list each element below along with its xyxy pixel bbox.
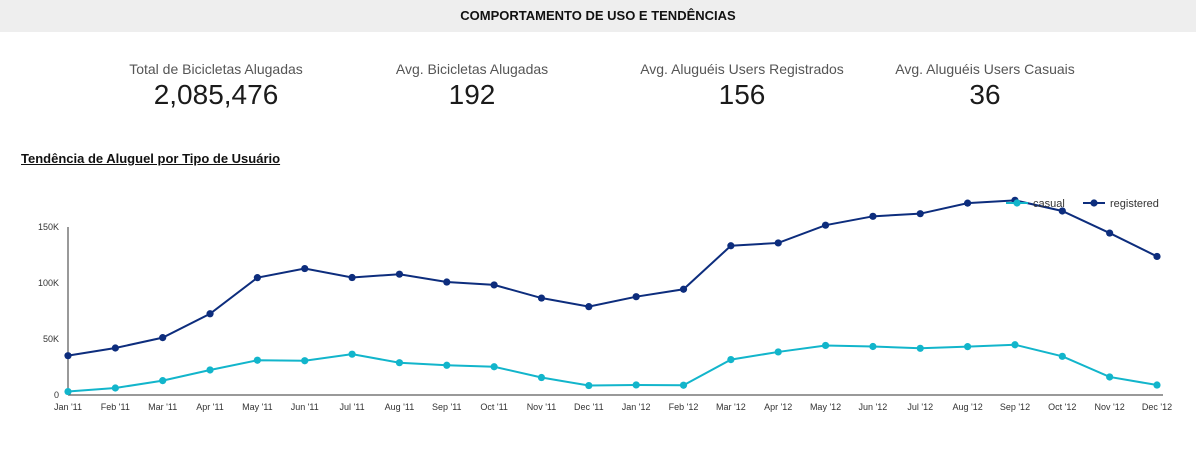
x-tick-label: Aug '12 [952, 402, 982, 412]
series-line-registered [67, 199, 1158, 357]
data-point-casual [159, 377, 167, 385]
data-point-registered [253, 274, 261, 282]
data-point-registered [964, 199, 972, 207]
x-tick-label: Feb '11 [101, 402, 130, 412]
series-line-casual [67, 343, 1158, 393]
x-tick-label: Nov '12 [1095, 402, 1125, 412]
data-point-registered [159, 334, 167, 342]
kpi-label: Avg. Aluguéis Users Registrados [640, 61, 844, 77]
y-tick-label: 50K [43, 334, 59, 344]
data-point-casual [679, 381, 688, 389]
x-tick-label: Jan '11 [54, 402, 82, 412]
data-point-casual [1106, 373, 1114, 381]
data-point-casual [1011, 341, 1019, 349]
data-point-registered [537, 294, 546, 302]
data-point-casual [348, 350, 356, 358]
x-tick-label: Jan '12 [622, 402, 651, 412]
data-point-registered [869, 212, 877, 220]
x-tick-label: Jun '11 [291, 402, 319, 412]
x-tick-label: Jul '11 [340, 402, 365, 412]
data-point-registered [64, 352, 72, 360]
kpi-value: 156 [718, 79, 766, 110]
x-tick-label: Apr '12 [764, 402, 792, 412]
x-tick-label: Dec '12 [1142, 402, 1172, 412]
kpi-total-rentals: Total de Bicicletas Alugadas 2,085,476 [86, 61, 346, 111]
data-point-casual [916, 344, 924, 352]
y-tick-label: 100K [38, 278, 59, 288]
data-point-registered [490, 281, 498, 289]
x-tick-label: Aug '11 [385, 402, 415, 412]
kpi-avg-rentals: Avg. Bicicletas Alugadas 192 [342, 61, 602, 111]
x-tick-label: Sep '12 [1000, 402, 1030, 412]
data-point-casual [632, 381, 640, 389]
data-point-registered [1106, 229, 1114, 237]
data-point-registered [443, 278, 451, 286]
data-point-casual [206, 366, 214, 374]
legend-swatch-marker [1013, 199, 1021, 207]
x-tick-label: Nov '11 [527, 402, 557, 412]
legend-swatch-marker [1090, 199, 1098, 207]
data-point-registered [1058, 207, 1066, 215]
data-point-casual [869, 342, 877, 351]
kpi-label: Avg. Aluguéis Users Casuais [895, 61, 1075, 77]
data-point-registered [206, 310, 214, 318]
kpi-label: Total de Bicicletas Alugadas [129, 61, 303, 77]
data-point-registered [348, 273, 356, 282]
data-point-casual [395, 359, 404, 367]
x-tick-label: Oct '11 [480, 402, 508, 412]
kpi-label: Avg. Bicicletas Alugadas [395, 61, 549, 77]
data-point-registered [916, 210, 924, 218]
data-point-casual [774, 348, 782, 356]
data-point-casual [443, 361, 451, 369]
data-point-casual [727, 355, 735, 364]
data-point-casual [1058, 352, 1066, 360]
page-title: COMPORTAMENTO DE USO E TENDÊNCIAS [460, 8, 736, 23]
x-tick-label: Sep '11 [432, 402, 462, 412]
data-point-casual [111, 384, 119, 392]
data-point-casual [821, 341, 830, 350]
data-point-registered [585, 303, 593, 311]
x-tick-label: Oct '12 [1048, 402, 1076, 412]
x-tick-label: May '11 [242, 402, 273, 412]
legend-label: registered [1110, 198, 1159, 210]
kpi-value: 192 [448, 79, 496, 110]
data-point-casual [301, 357, 309, 365]
x-tick-label: Mar '11 [148, 402, 177, 412]
data-point-registered [727, 242, 735, 250]
data-point-registered [821, 221, 830, 229]
x-tick-label: Dec '11 [574, 402, 604, 412]
data-point-casual [585, 381, 593, 390]
x-tick-label: Mar '12 [716, 402, 746, 412]
data-point-registered [632, 293, 640, 301]
kpi-avg-casual: Avg. Aluguéis Users Casuais 36 [855, 61, 1115, 111]
page-header: COMPORTAMENTO DE USO E TENDÊNCIAS [0, 0, 1196, 32]
kpi-avg-registered: Avg. Aluguéis Users Registrados 156 [612, 61, 872, 111]
x-tick-label: Jun '12 [859, 402, 888, 412]
legend-label: casual [1033, 198, 1065, 210]
x-tick-label: Apr '11 [196, 402, 224, 412]
data-point-registered [1153, 252, 1161, 261]
data-point-registered [301, 264, 309, 273]
x-tick-label: Jul '12 [907, 402, 933, 412]
data-point-registered [395, 270, 404, 278]
y-tick-label: 150K [38, 222, 59, 232]
kpi-value: 2,085,476 [153, 79, 279, 110]
x-tick-label: May '12 [810, 402, 841, 412]
y-tick-label: 0 [54, 390, 59, 400]
data-point-casual [964, 343, 972, 351]
kpi-value: 36 [969, 79, 1001, 110]
data-point-casual [64, 387, 72, 396]
data-point-casual [253, 356, 261, 364]
data-point-casual [1153, 381, 1161, 389]
data-point-registered [774, 239, 782, 247]
chart-title: Tendência de Aluguel por Tipo de Usuário [21, 151, 281, 166]
x-tick-label: Feb '12 [669, 402, 699, 412]
data-point-registered [679, 285, 688, 293]
data-point-registered [111, 344, 119, 352]
data-point-casual [490, 363, 498, 371]
data-point-casual [537, 373, 546, 382]
